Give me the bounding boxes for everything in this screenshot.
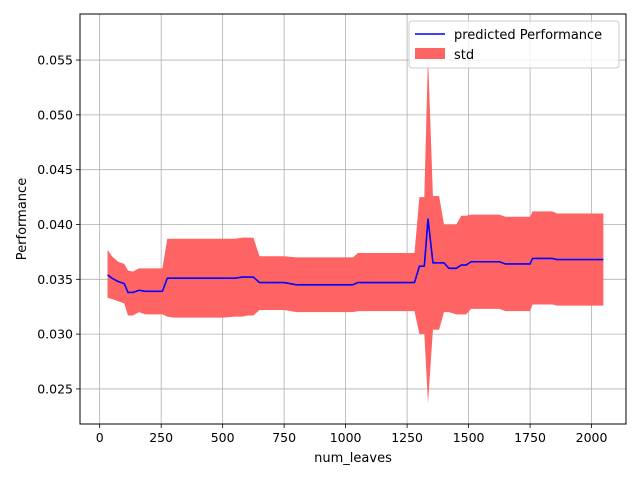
legend-swatch-std [415, 48, 445, 59]
y-tick-label: 0.055 [37, 53, 73, 68]
y-tick-label: 0.045 [37, 162, 73, 177]
plot-frame [79, 13, 627, 425]
predicted-line-layer [107, 218, 604, 294]
x-tick-label: 250 [149, 430, 173, 445]
x-tick-label: 1500 [453, 430, 485, 445]
x-tick-label: 1750 [514, 430, 546, 445]
x-tick-label: 2000 [576, 430, 608, 445]
x-axis-label: num_leaves [314, 451, 392, 466]
x-tick-label: 1250 [391, 430, 423, 445]
predicted-performance-line [107, 218, 604, 294]
legend: predicted Performance std [408, 20, 620, 69]
legend-label-std: std [454, 48, 474, 63]
y-axis-ticks: 0.025 0.030 0.035 0.040 0.045 0.050 0.055 [37, 53, 80, 396]
y-tick-label: 0.025 [37, 381, 73, 396]
x-tick-label: 750 [272, 430, 296, 445]
x-tick-label: 0 [96, 430, 104, 445]
std-band [107, 55, 604, 404]
y-axis-label: Performance [15, 178, 30, 260]
x-tick-label: 1000 [330, 430, 362, 445]
x-tick-label: 500 [211, 430, 235, 445]
y-tick-label: 0.035 [37, 272, 73, 287]
grid [80, 14, 626, 424]
y-tick-label: 0.030 [37, 327, 73, 342]
y-tick-label: 0.050 [37, 107, 73, 122]
std-band-layer [107, 55, 604, 404]
legend-label-predicted: predicted Performance [454, 28, 602, 43]
y-tick-label: 0.040 [37, 217, 73, 232]
x-axis-ticks: 0 250 500 750 1000 1250 1500 1750 2000 [96, 424, 608, 445]
legend-box [408, 20, 620, 69]
